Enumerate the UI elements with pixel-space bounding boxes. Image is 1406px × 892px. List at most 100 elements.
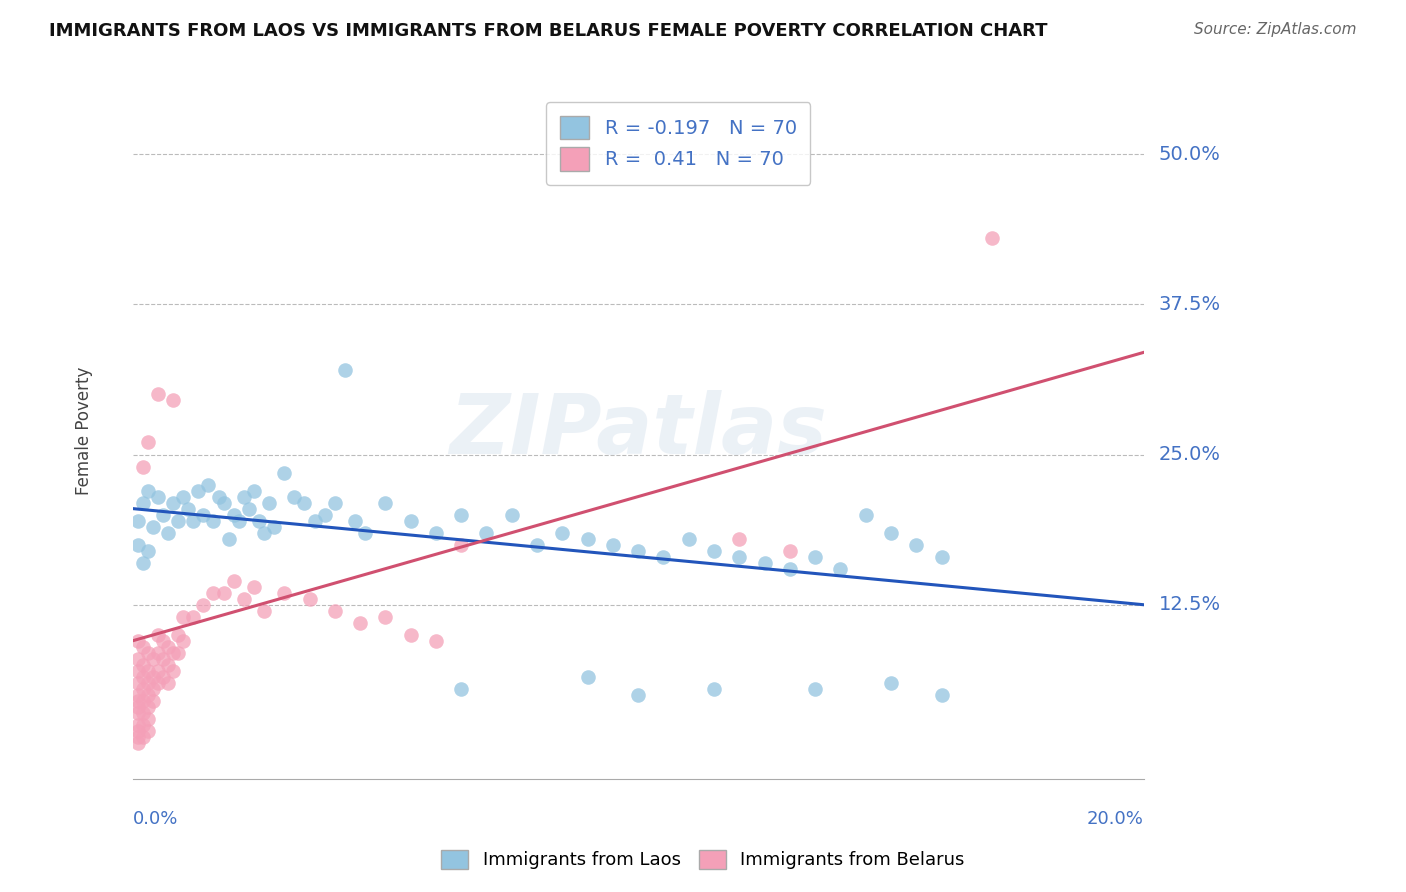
Point — [218, 532, 240, 546]
Point — [576, 532, 599, 546]
Point — [162, 664, 184, 678]
Point — [131, 706, 153, 720]
Point — [131, 556, 153, 570]
Point — [136, 435, 159, 450]
Point — [152, 670, 174, 684]
Point — [177, 501, 200, 516]
Point — [627, 543, 650, 558]
Point — [804, 549, 827, 564]
Point — [156, 640, 179, 654]
Point — [127, 706, 149, 720]
Point — [804, 681, 827, 696]
Point — [142, 681, 165, 696]
Point — [830, 562, 852, 576]
Point — [602, 538, 624, 552]
Text: Source: ZipAtlas.com: Source: ZipAtlas.com — [1194, 22, 1357, 37]
Point — [243, 483, 266, 498]
Text: ZIPatlas: ZIPatlas — [450, 390, 827, 471]
Point — [142, 670, 165, 684]
Text: 0.0%: 0.0% — [132, 811, 179, 829]
Point — [232, 490, 254, 504]
Point — [136, 543, 159, 558]
Point — [399, 514, 422, 528]
Point — [273, 466, 295, 480]
Point — [399, 628, 422, 642]
Point — [136, 700, 159, 714]
Point — [197, 477, 219, 491]
Point — [905, 538, 928, 552]
Text: 37.5%: 37.5% — [1159, 294, 1220, 314]
Point — [304, 514, 326, 528]
Point — [703, 543, 725, 558]
Point — [131, 718, 153, 732]
Point — [298, 591, 321, 606]
Text: Female Poverty: Female Poverty — [75, 367, 93, 495]
Point — [172, 633, 194, 648]
Point — [127, 652, 149, 666]
Point — [146, 646, 169, 660]
Point — [202, 514, 225, 528]
Point — [162, 646, 184, 660]
Text: 12.5%: 12.5% — [1159, 595, 1220, 615]
Point — [136, 676, 159, 690]
Point — [146, 387, 169, 401]
Point — [131, 640, 153, 654]
Point — [323, 604, 346, 618]
Point — [131, 681, 153, 696]
Point — [187, 483, 209, 498]
Point — [127, 538, 149, 552]
Point — [172, 490, 194, 504]
Point — [981, 231, 1004, 245]
Point — [167, 646, 190, 660]
Point — [127, 736, 149, 750]
Point — [344, 514, 367, 528]
Point — [283, 490, 305, 504]
Point — [202, 585, 225, 599]
Point — [142, 694, 165, 708]
Point — [349, 615, 371, 630]
Point — [131, 730, 153, 744]
Point — [501, 508, 523, 522]
Point — [146, 628, 169, 642]
Point — [136, 483, 159, 498]
Point — [131, 459, 153, 474]
Text: 50.0%: 50.0% — [1159, 145, 1220, 163]
Point — [146, 676, 169, 690]
Point — [425, 525, 447, 540]
Point — [931, 549, 953, 564]
Point — [127, 718, 149, 732]
Point — [136, 688, 159, 702]
Point — [136, 712, 159, 726]
Point — [156, 657, 179, 672]
Point — [127, 723, 149, 738]
Point — [247, 514, 270, 528]
Point — [136, 664, 159, 678]
Point — [181, 609, 204, 624]
Point — [127, 514, 149, 528]
Point — [314, 508, 336, 522]
Point — [127, 730, 149, 744]
Point — [142, 652, 165, 666]
Point — [880, 525, 903, 540]
Point — [576, 670, 599, 684]
Text: 25.0%: 25.0% — [1159, 445, 1220, 464]
Point — [222, 574, 245, 588]
Point — [450, 508, 472, 522]
Legend: R = -0.197   N = 70, R =  0.41   N = 70: R = -0.197 N = 70, R = 0.41 N = 70 — [547, 102, 810, 185]
Point — [728, 532, 751, 546]
Point — [228, 514, 250, 528]
Point — [127, 633, 149, 648]
Point — [253, 604, 276, 618]
Point — [425, 633, 447, 648]
Point — [162, 393, 184, 408]
Point — [257, 495, 280, 509]
Point — [162, 495, 184, 509]
Text: IMMIGRANTS FROM LAOS VS IMMIGRANTS FROM BELARUS FEMALE POVERTY CORRELATION CHART: IMMIGRANTS FROM LAOS VS IMMIGRANTS FROM … — [49, 22, 1047, 40]
Point — [880, 676, 903, 690]
Point — [652, 549, 675, 564]
Point — [167, 514, 190, 528]
Point — [526, 538, 548, 552]
Point — [374, 609, 396, 624]
Point — [931, 688, 953, 702]
Point — [207, 490, 229, 504]
